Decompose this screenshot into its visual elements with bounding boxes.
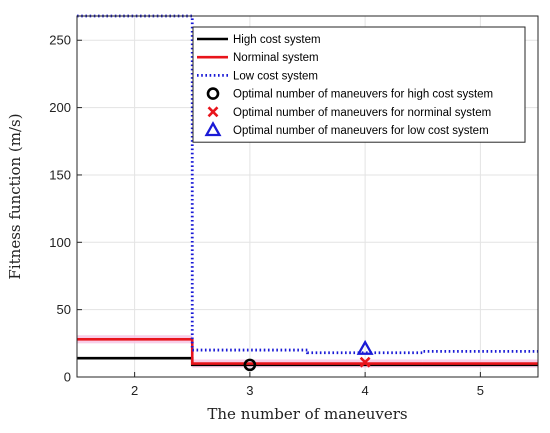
optimal-marker-cross bbox=[359, 356, 371, 368]
x-tick-label: 4 bbox=[362, 383, 369, 398]
series-lines bbox=[77, 14, 538, 367]
y-tick-label: 250 bbox=[49, 33, 71, 48]
legend-marker-cross bbox=[207, 106, 219, 118]
y-tick-label: 200 bbox=[49, 100, 71, 115]
y-tick-label: 50 bbox=[57, 302, 71, 317]
cross-stroke bbox=[359, 356, 371, 368]
cross-stroke bbox=[207, 106, 219, 118]
x-tick-label: 5 bbox=[477, 383, 484, 398]
legend-label: Low cost system bbox=[233, 70, 318, 82]
optimal-marker-circle bbox=[243, 358, 257, 372]
plot-frame bbox=[76, 15, 539, 378]
y-tick-label: 0 bbox=[64, 370, 71, 385]
y-axis-title: Fitness function (m/s) bbox=[6, 113, 24, 279]
legend-label: Norminal system bbox=[233, 52, 319, 64]
x-axis-title: The number of maneuvers bbox=[207, 405, 407, 423]
optimal-markers bbox=[243, 339, 374, 372]
y-tick-label: 100 bbox=[49, 235, 71, 250]
optimal-marker-triangle bbox=[356, 339, 374, 355]
legend-marker-triangle bbox=[204, 121, 222, 137]
legend-label: Optimal number of maneuvers for high cos… bbox=[233, 89, 493, 101]
series-line-low-cost-system bbox=[77, 14, 538, 355]
series-line-high-cost-system bbox=[77, 356, 538, 367]
legend-box bbox=[192, 26, 526, 143]
series-line-norminal-system bbox=[77, 337, 538, 365]
legend-label: High cost system bbox=[233, 34, 321, 46]
legend-marker-circle bbox=[206, 87, 220, 100]
y-tick-label: 150 bbox=[49, 167, 71, 182]
legend-label: Optimal number of maneuvers for low cost… bbox=[233, 125, 489, 137]
x-tick-label: 2 bbox=[131, 383, 138, 398]
x-tick-label: 3 bbox=[246, 383, 253, 398]
legend-label: Optimal number of maneuvers for norminal… bbox=[233, 107, 491, 119]
legend: High cost system Norminal system Low cost … bbox=[192, 26, 526, 143]
